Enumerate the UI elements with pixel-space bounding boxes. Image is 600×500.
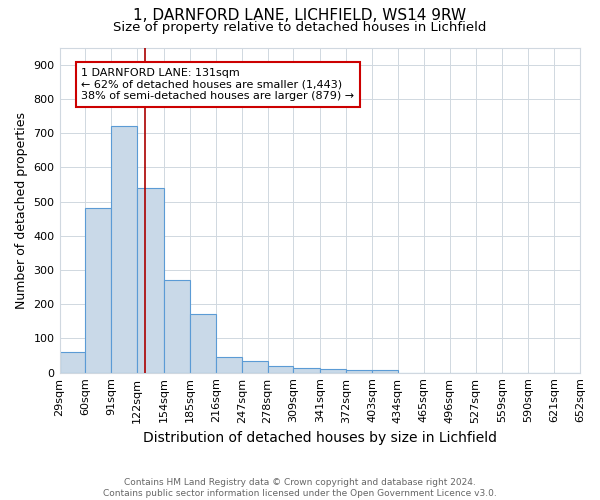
Bar: [190, 314, 216, 372]
Bar: [112, 126, 137, 372]
Text: 1, DARNFORD LANE, LICHFIELD, WS14 9RW: 1, DARNFORD LANE, LICHFIELD, WS14 9RW: [133, 8, 467, 22]
Bar: [85, 208, 112, 372]
Bar: [59, 352, 85, 372]
Bar: [346, 370, 372, 372]
Y-axis label: Number of detached properties: Number of detached properties: [15, 112, 28, 308]
Text: Size of property relative to detached houses in Lichfield: Size of property relative to detached ho…: [113, 21, 487, 34]
Bar: [216, 356, 242, 372]
Bar: [372, 370, 398, 372]
Bar: [164, 280, 190, 372]
Text: 1 DARNFORD LANE: 131sqm
← 62% of detached houses are smaller (1,443)
38% of semi: 1 DARNFORD LANE: 131sqm ← 62% of detache…: [81, 68, 355, 101]
Bar: [320, 370, 346, 372]
Bar: [293, 368, 320, 372]
X-axis label: Distribution of detached houses by size in Lichfield: Distribution of detached houses by size …: [143, 431, 497, 445]
Bar: [137, 188, 164, 372]
Text: Contains HM Land Registry data © Crown copyright and database right 2024.
Contai: Contains HM Land Registry data © Crown c…: [103, 478, 497, 498]
Bar: [242, 360, 268, 372]
Bar: [268, 366, 293, 372]
